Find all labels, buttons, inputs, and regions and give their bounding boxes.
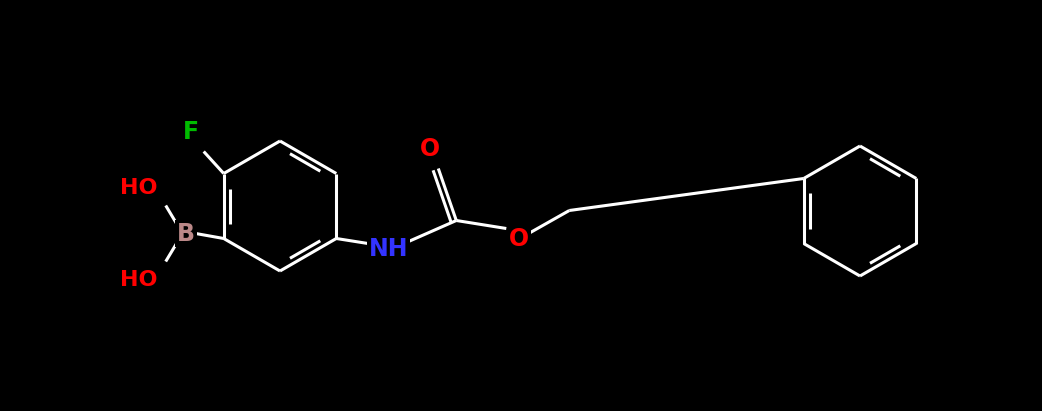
Text: NH: NH [369,236,408,261]
Text: F: F [182,120,199,143]
Text: O: O [420,136,441,161]
Text: HO: HO [120,178,157,198]
Text: HO: HO [120,270,157,289]
Text: B: B [177,222,195,245]
Text: O: O [510,226,529,250]
